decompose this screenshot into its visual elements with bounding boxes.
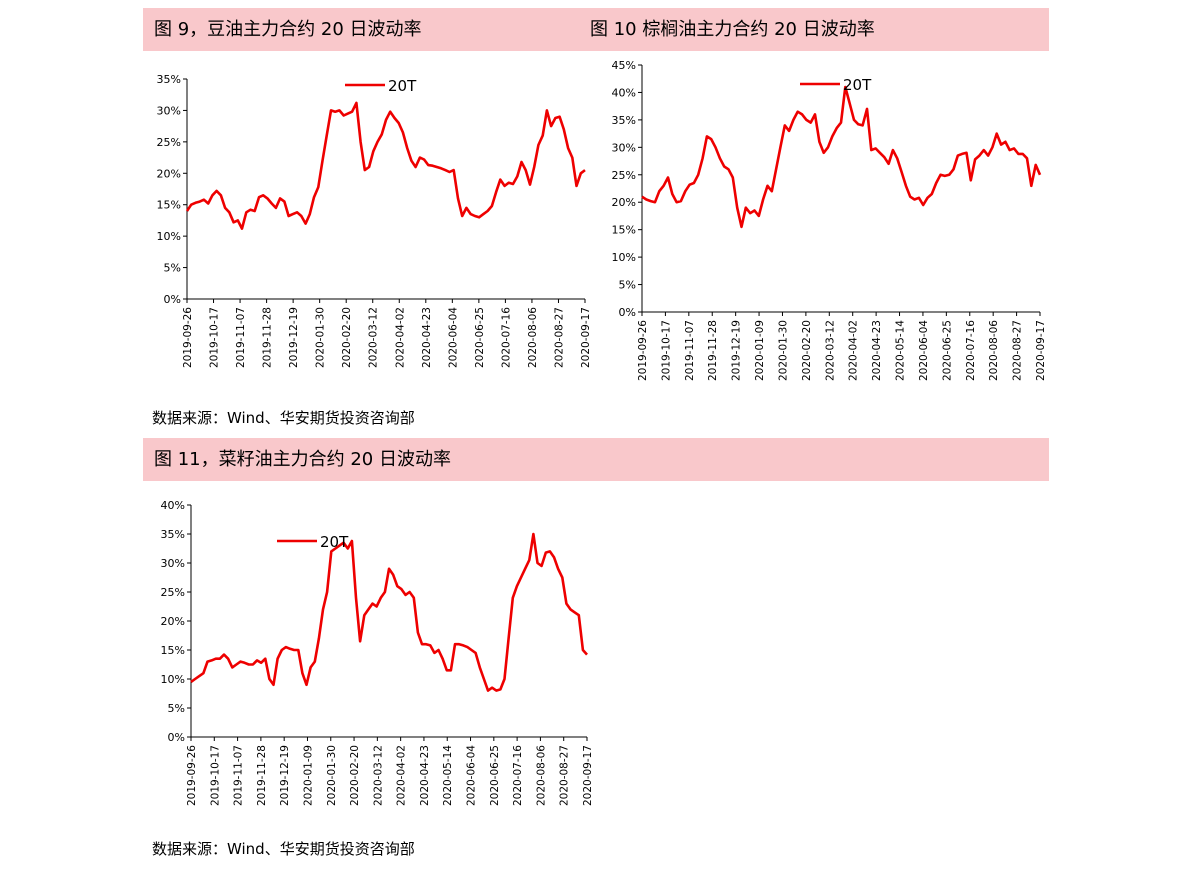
y-tick-label: 0% (168, 731, 185, 744)
x-tick-label: 2020-01-09 (754, 320, 766, 381)
title-banner-fig11: 图 11，菜籽油主力合约 20 日波动率 (143, 438, 1049, 481)
x-tick-label: 2020-04-02 (396, 745, 408, 806)
x-tick-label: 2020-04-23 (419, 745, 431, 806)
x-tick-label: 2020-04-23 (421, 307, 433, 368)
x-tick-label: 2020-06-25 (941, 320, 953, 381)
y-tick-label: 10% (157, 230, 181, 243)
x-tick-label: 2020-07-16 (500, 307, 512, 368)
x-tick-label: 2020-03-12 (372, 745, 384, 806)
x-tick-label: 2019-10-17 (660, 320, 672, 381)
legend-label: 20T (388, 77, 417, 95)
x-tick-label: 2020-04-02 (848, 320, 860, 381)
x-tick-label: 2020-04-02 (394, 307, 406, 368)
x-tick-label: 2019-09-26 (186, 745, 198, 806)
series-line-20t (641, 85, 1042, 229)
y-tick-label: 30% (612, 141, 636, 154)
x-tick-label: 2020-09-17 (1035, 320, 1047, 381)
fig9-title: 图 9，豆油主力合约 20 日波动率 (154, 19, 422, 40)
y-tick-label: 35% (161, 528, 185, 541)
x-tick-label: 2020-04-23 (871, 320, 883, 381)
y-tick-label: 15% (157, 199, 181, 212)
y-tick-label: 20% (157, 167, 181, 180)
y-tick-label: 20% (161, 615, 185, 628)
x-tick-label: 2020-03-12 (824, 320, 836, 381)
x-tick-label: 2020-01-30 (315, 307, 327, 368)
series-line-20t (190, 532, 588, 692)
x-tick-label: 2019-10-17 (209, 307, 221, 368)
y-tick-label: 10% (612, 251, 636, 264)
x-tick-label: 2019-11-07 (684, 320, 696, 381)
x-tick-label: 2019-11-28 (262, 307, 274, 368)
x-tick-label: 2020-08-27 (559, 745, 571, 806)
x-tick-label: 2019-11-28 (707, 320, 719, 381)
x-tick-label: 2020-02-20 (801, 320, 813, 381)
x-tick-label: 2019-12-19 (279, 745, 291, 806)
x-tick-label: 2020-07-16 (512, 745, 524, 806)
x-tick-label: 2020-09-17 (582, 745, 594, 806)
fig11-title: 图 11，菜籽油主力合约 20 日波动率 (154, 449, 451, 470)
x-tick-label: 2020-01-30 (777, 320, 789, 381)
x-tick-label: 2020-08-06 (988, 320, 1000, 381)
x-tick-label: 2020-02-20 (341, 307, 353, 368)
y-tick-label: 5% (164, 262, 181, 275)
x-tick-label: 2019-11-07 (235, 307, 247, 368)
y-tick-label: 20% (612, 196, 636, 209)
x-tick-label: 2020-08-27 (1012, 320, 1024, 381)
x-tick-label: 2020-08-06 (535, 745, 547, 806)
x-tick-label: 2020-06-25 (489, 745, 501, 806)
x-tick-label: 2019-12-19 (731, 320, 743, 381)
y-tick-label: 0% (619, 306, 636, 319)
y-tick-label: 30% (161, 557, 185, 570)
x-tick-label: 2019-10-17 (209, 745, 221, 806)
x-tick-label: 2020-06-25 (474, 307, 486, 368)
y-tick-label: 25% (157, 136, 181, 149)
x-tick-label: 2020-09-17 (580, 307, 592, 368)
x-tick-label: 2020-06-04 (466, 745, 478, 806)
y-tick-label: 45% (612, 59, 636, 72)
x-tick-label: 2020-06-04 (918, 320, 930, 381)
y-tick-label: 5% (168, 702, 185, 715)
x-tick-label: 2020-08-06 (527, 307, 539, 368)
x-tick-label: 2020-07-16 (965, 320, 977, 381)
x-tick-label: 2020-05-14 (895, 320, 907, 381)
x-tick-label: 2020-03-12 (368, 307, 380, 368)
x-tick-label: 2020-02-20 (349, 745, 361, 806)
x-tick-label: 2019-11-07 (233, 745, 245, 806)
y-tick-label: 0% (164, 293, 181, 306)
fig10-title: 图 10 棕榈油主力合约 20 日波动率 (590, 19, 875, 40)
source-caption-top: 数据来源：Wind、华安期货投资咨询部 (152, 409, 415, 427)
y-tick-label: 35% (612, 114, 636, 127)
x-tick-label: 2020-05-14 (442, 745, 454, 806)
x-tick-label: 2020-06-04 (447, 307, 459, 368)
x-tick-label: 2020-01-09 (302, 745, 314, 806)
legend-label: 20T (843, 76, 872, 94)
x-tick-label: 2019-09-26 (637, 320, 649, 381)
y-tick-label: 10% (161, 673, 185, 686)
y-tick-label: 25% (612, 169, 636, 182)
x-tick-label: 2019-12-19 (288, 307, 300, 368)
y-tick-label: 35% (157, 73, 181, 86)
y-tick-label: 30% (157, 104, 181, 117)
y-tick-label: 40% (161, 499, 185, 512)
x-tick-label: 2019-09-26 (182, 307, 194, 368)
y-tick-label: 15% (612, 224, 636, 237)
title-banner-top: 图 9，豆油主力合约 20 日波动率 图 10 棕榈油主力合约 20 日波动率 (143, 8, 1049, 51)
series-line-20t (185, 101, 586, 230)
x-tick-label: 2020-01-30 (326, 745, 338, 806)
y-tick-label: 15% (161, 644, 185, 657)
x-tick-label: 2020-08-27 (553, 307, 565, 368)
x-tick-label: 2019-11-28 (256, 745, 268, 806)
legend-label: 20T (320, 533, 349, 551)
y-tick-label: 5% (619, 279, 636, 292)
source-caption-bottom: 数据来源：Wind、华安期货投资咨询部 (152, 840, 415, 858)
y-tick-label: 25% (161, 586, 185, 599)
y-tick-label: 40% (612, 86, 636, 99)
